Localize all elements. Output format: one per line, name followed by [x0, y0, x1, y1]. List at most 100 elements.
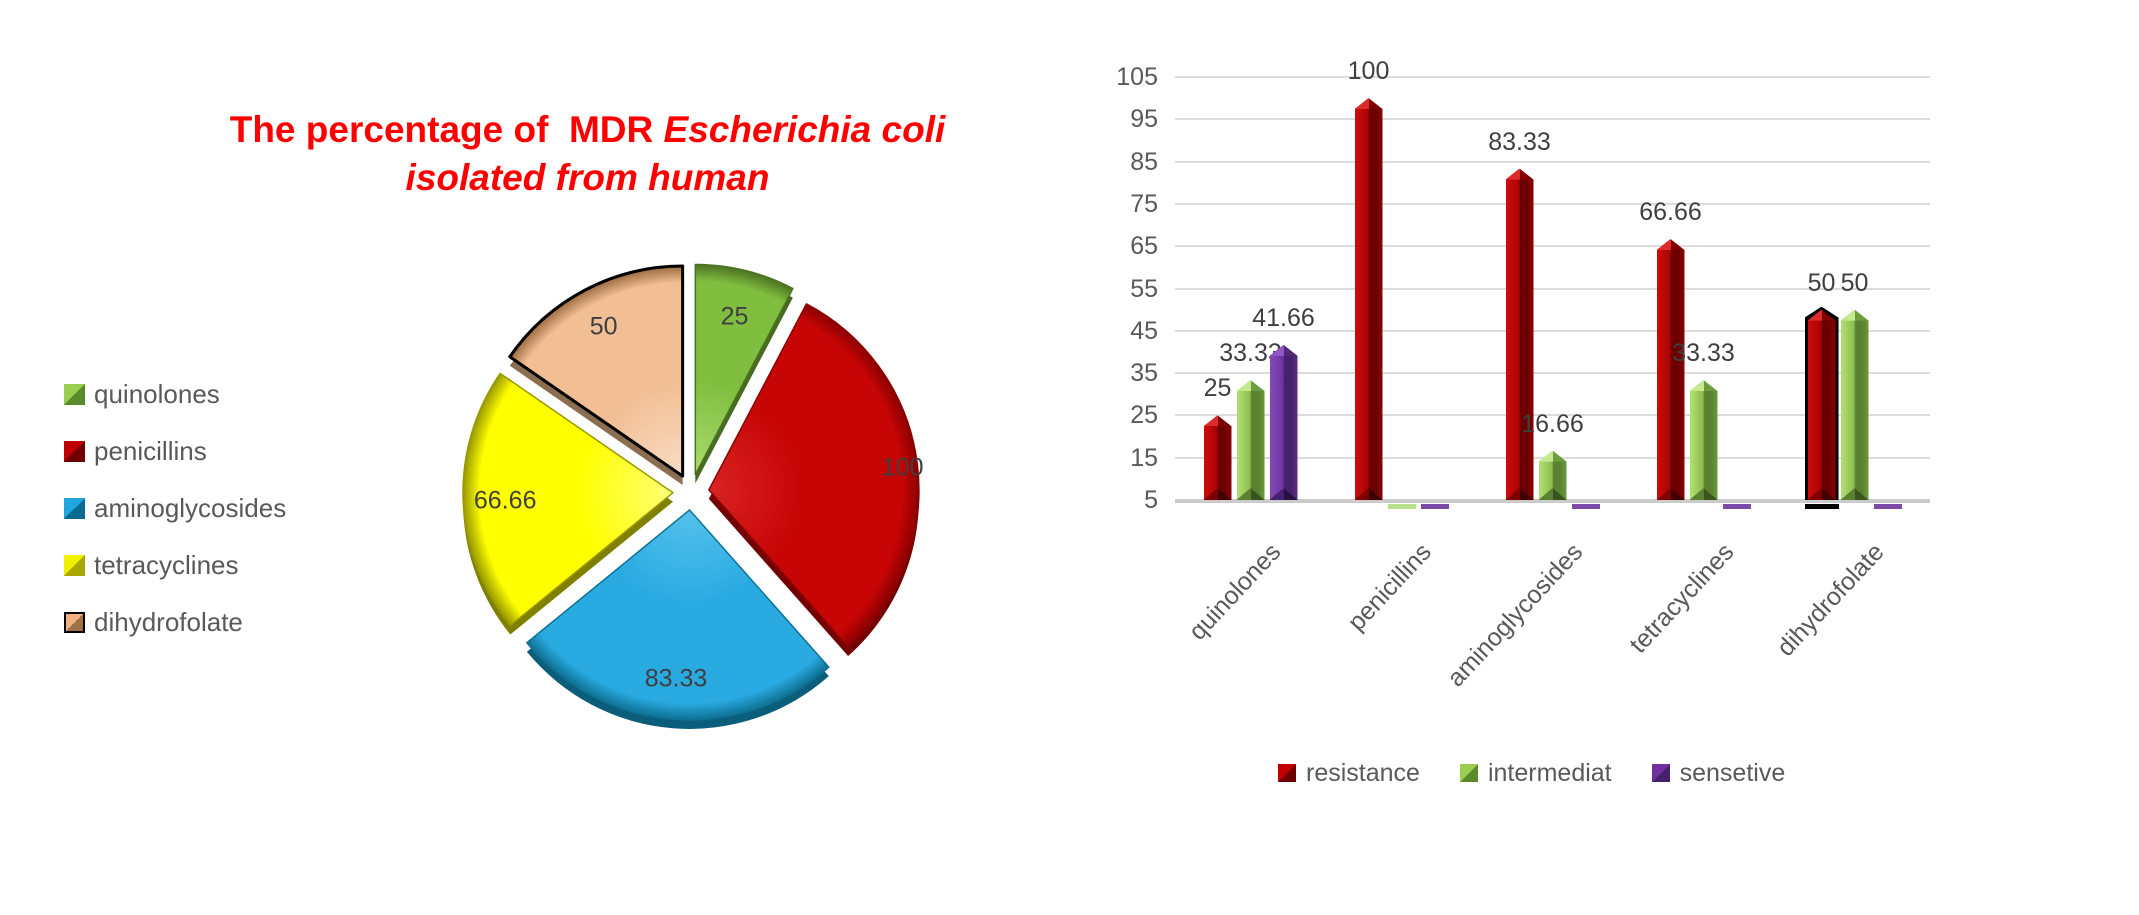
y-axis-tick-label: 75	[1130, 189, 1158, 218]
bar-resistance-penicillins	[1354, 98, 1383, 500]
bar-intermediat-tetracyclines	[1689, 380, 1718, 500]
bar-sliver-sensetive-dihydrofolate	[1873, 504, 1902, 509]
bar-legend-label: resistance	[1306, 759, 1420, 787]
gridline	[1175, 160, 1930, 163]
y-axis-tick-label: 105	[1116, 63, 1158, 91]
bar-sliver-sensetive-aminoglycosides	[1571, 504, 1600, 509]
bar-body	[1656, 239, 1685, 500]
bar-top-bevel	[1354, 98, 1383, 110]
bar-resistance-dihydrofolate	[1807, 309, 1836, 500]
bar-bottom-bevel	[1505, 487, 1534, 500]
bar-legend-item-resistance: resistance	[1278, 760, 1420, 786]
bar-bottom-bevel	[1656, 487, 1685, 500]
bar-bottom-bevel	[1538, 487, 1567, 500]
bar-data-label: 33.33	[1672, 339, 1735, 368]
gridline	[1175, 76, 1930, 78]
pie-slice-quinolones	[694, 263, 794, 476]
bar-bottom-bevel	[1807, 487, 1836, 500]
bar-bottom-bevel	[1354, 487, 1383, 500]
legend-swatch-icon	[64, 383, 85, 405]
gridline	[1175, 372, 1930, 375]
bar-bottom-bevel	[1236, 487, 1265, 500]
bar-data-label: 83.33	[1488, 127, 1551, 156]
bar-resistance-aminoglycosides	[1505, 168, 1534, 500]
bar-body	[1807, 309, 1836, 500]
pie-slice-penicillins	[708, 303, 920, 648]
bar-legend-label: sensetive	[1679, 759, 1786, 787]
bar-bottom-bevel	[1840, 487, 1869, 500]
chart-title-line1: The percentage of MDR Escherichia coli	[165, 106, 1010, 154]
y-axis-tick-label: 55	[1130, 274, 1158, 303]
pie-legend-item-quinolones: quinolones	[64, 381, 286, 407]
category-label-aminoglycosides: aminoglycosides	[1441, 538, 1588, 693]
bar-body	[1354, 98, 1383, 500]
pie-data-label-dihydrofolate: 50	[590, 312, 618, 340]
chart-title-line2: isolated from human	[405, 157, 770, 198]
category-label-quinolones: quinolones	[1183, 538, 1286, 646]
legend-swatch-icon	[1278, 764, 1296, 782]
legend-swatch-icon	[64, 440, 85, 462]
pie-slice-tetracyclines	[462, 372, 674, 627]
legend-swatch-icon	[1459, 764, 1478, 782]
bar-intermediat-dihydrofolate	[1840, 309, 1869, 500]
bar-data-label: 50	[1807, 268, 1836, 297]
y-axis-tick-label: 25	[1130, 401, 1158, 430]
bar-sliver-intermediat-penicillins	[1387, 504, 1416, 509]
bar-top-bevel	[1505, 168, 1534, 180]
gridline	[1175, 414, 1930, 417]
bar-top-bevel	[1689, 380, 1718, 392]
bar-bottom-bevel	[1203, 487, 1232, 500]
chart-title-species: Escherichia coli	[663, 109, 946, 150]
pie-data-label-penicillins: 100	[882, 453, 924, 481]
bar-legend-item-sensetive: sensetive	[1651, 759, 1786, 787]
bar-top-bevel	[1203, 415, 1232, 427]
bar-top-bevel	[1840, 309, 1869, 321]
bar-legend-label: intermediat	[1487, 759, 1612, 787]
bar-data-label: 33.33	[1219, 339, 1282, 368]
bar-data-label: 66.66	[1639, 198, 1702, 227]
bar-data-label: 41.66	[1252, 303, 1315, 332]
bar-bottom-bevel	[1689, 487, 1718, 500]
pie-slice-aminoglycosides	[526, 509, 830, 721]
pie-legend: quinolones penicillins aminoglycosides tetr…	[64, 381, 286, 635]
bar-body	[1203, 415, 1232, 500]
pie-legend-item-tetracyclines: tetracyclines	[64, 552, 286, 578]
pie-legend-item-aminoglycosides: aminoglycosides	[64, 495, 286, 521]
bar-data-label: 16.66	[1521, 409, 1584, 438]
y-axis-tick-label: 35	[1130, 359, 1158, 388]
bar-bottom-bevel	[1269, 487, 1298, 500]
bar-body	[1689, 380, 1718, 500]
bar-sensetive-quinolones	[1269, 344, 1298, 500]
bar-body	[1840, 309, 1869, 500]
gridline	[1175, 287, 1930, 290]
legend-swatch-icon	[64, 497, 85, 519]
bar-intermediat-aminoglycosides	[1538, 450, 1567, 500]
bar-resistance-tetracyclines	[1656, 239, 1685, 500]
pie-legend-item-dihydrofolate: dihydrofolate	[64, 609, 286, 635]
bar-body	[1269, 344, 1298, 500]
y-axis-tick-label: 45	[1130, 316, 1158, 345]
category-label-dihydrofolate: dihydrofolate	[1771, 538, 1890, 662]
bar-resistance-quinolones	[1203, 415, 1232, 500]
legend-swatch-icon	[1651, 764, 1670, 782]
y-axis-tick-label: 65	[1130, 232, 1158, 261]
bar-top-bevel	[1656, 239, 1685, 251]
bar-data-label: 100	[1347, 57, 1390, 86]
bar-body	[1236, 380, 1265, 500]
chart-title-prefix: The percentage of MDR	[229, 109, 664, 150]
bar-body	[1505, 168, 1534, 500]
bar-legend: resistance intermediat sensetive	[1278, 760, 1785, 786]
legend-swatch-icon	[64, 554, 85, 576]
pie-slice-dihydrofolate	[508, 264, 685, 478]
pie-data-label-aminoglycosides: 83.33	[645, 664, 708, 692]
bar-top-bevel	[1538, 450, 1567, 462]
y-axis-tick-label: 85	[1130, 147, 1158, 176]
bar-legend-item-intermediat: intermediat	[1459, 759, 1612, 787]
category-label-tetracyclines: tetracyclines	[1623, 538, 1739, 659]
bar-top-bevel	[1269, 344, 1298, 356]
gridline	[1175, 245, 1930, 248]
category-label-penicillins: penicillins	[1342, 538, 1437, 637]
pie-legend-label: aminoglycosides	[94, 493, 287, 523]
pie-legend-label: penicillins	[94, 436, 207, 466]
